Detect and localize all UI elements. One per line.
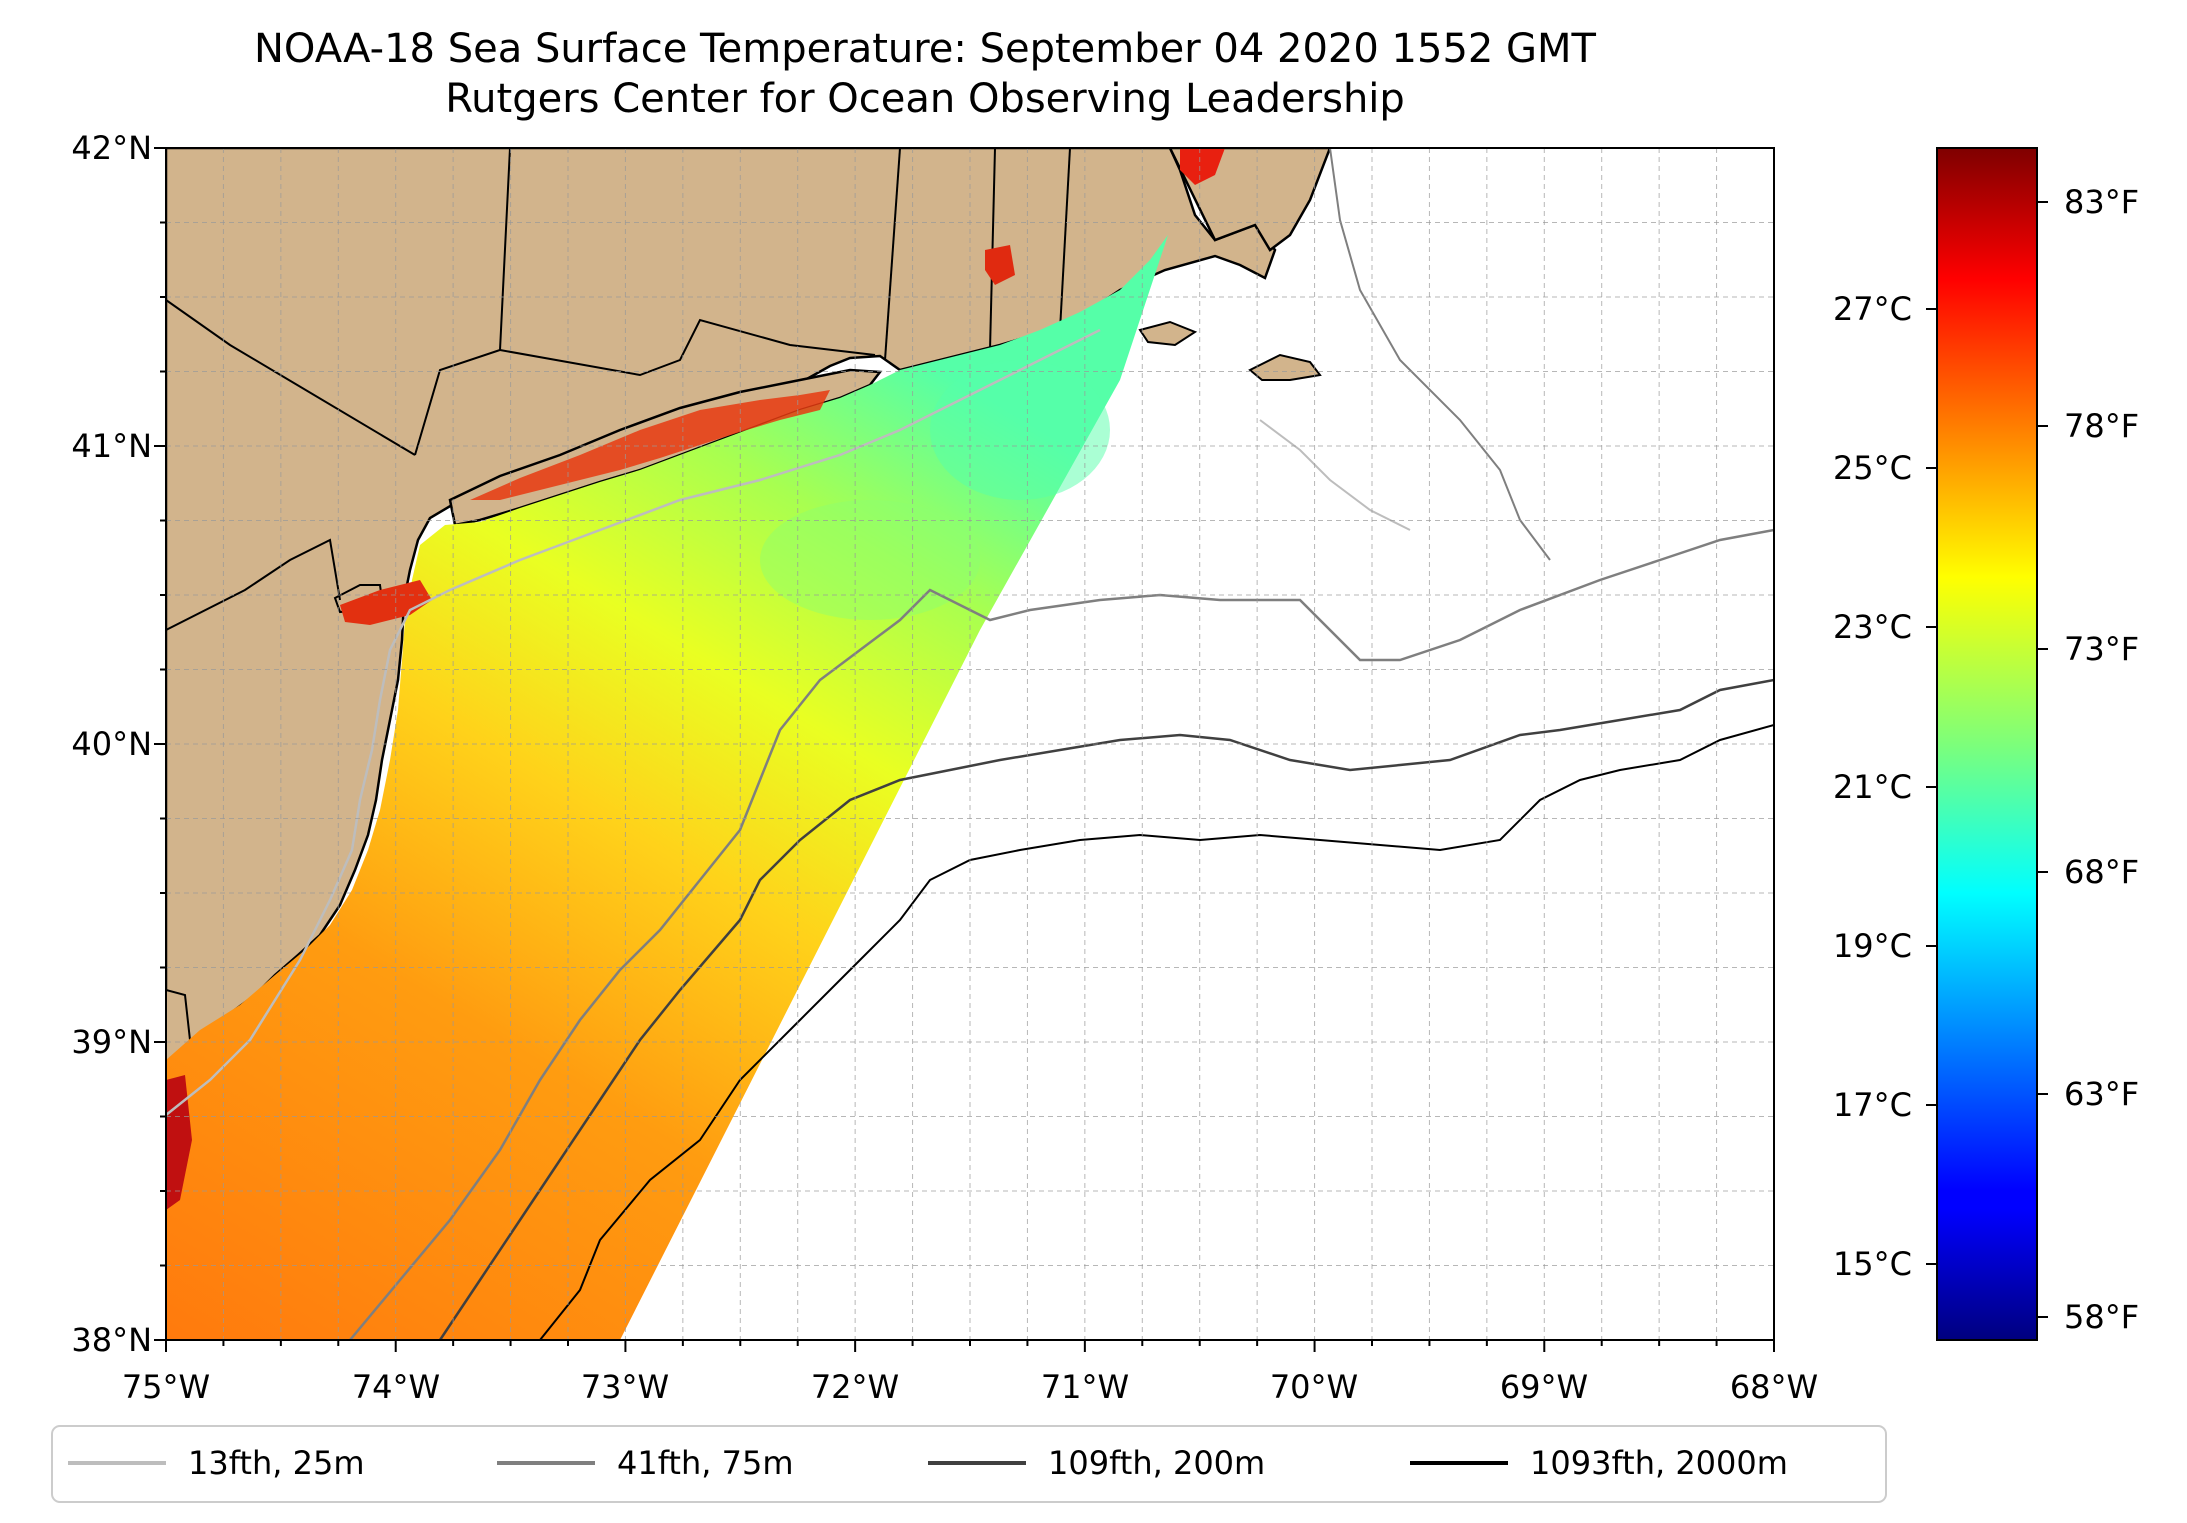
lon-tick-label: 68°W <box>1730 1368 1818 1406</box>
fahrenheit-tick-label: 83°F <box>2064 183 2139 221</box>
sst-warm-li-sound <box>470 390 830 500</box>
fahrenheit-tick-label: 78°F <box>2064 407 2139 445</box>
celsius-tick-label: 19°C <box>1833 927 1912 965</box>
sst-swath <box>166 235 1168 1340</box>
lon-tick-label: 69°W <box>1500 1368 1588 1406</box>
isobath-2000m <box>539 724 1774 1340</box>
colorbar-gradient <box>1936 147 2038 1341</box>
sst-warm-buzzards <box>1180 148 1225 185</box>
lon-tick-label: 71°W <box>1041 1368 1129 1406</box>
legend-label-2000m: 1093fth, 2000m <box>1530 1444 1788 1482</box>
fahrenheit-tick-label: 58°F <box>2064 1298 2139 1336</box>
sst-cool-patch <box>760 500 980 620</box>
isobath-25m-georges <box>1259 419 1411 531</box>
land-marthas-vineyard <box>1138 320 1198 347</box>
fahrenheit-tick-label: 63°F <box>2064 1075 2139 1113</box>
lat-tick-label: 39°N <box>71 1023 152 1061</box>
lon-labels: 75°W 74°W 73°W 72°W 71°W 70°W 69°W 68°W <box>122 1368 1818 1406</box>
legend-label-200m: 109fth, 200m <box>1048 1444 1265 1482</box>
celsius-tick-label: 25°C <box>1833 449 1912 487</box>
legend-label-75m: 41fth, 75m <box>617 1444 793 1482</box>
legend-label-25m: 13fth, 25m <box>188 1444 364 1482</box>
fahrenheit-tick-label: 68°F <box>2064 853 2139 891</box>
isobath-75m-gulf <box>1329 148 1551 561</box>
state-borders <box>166 148 1071 631</box>
isobaths <box>166 148 1774 1340</box>
celsius-tick-label: 15°C <box>1833 1245 1912 1283</box>
isobath-75m <box>349 528 1774 1340</box>
celsius-tick-label: 27°C <box>1833 290 1912 328</box>
celsius-tick-label: 23°C <box>1833 608 1912 646</box>
map-frame <box>165 147 1775 1341</box>
chart-title: NOAA-18 Sea Surface Temperature: Septemb… <box>0 24 1850 124</box>
colorbar-fahrenheit-ticks <box>2037 201 2048 1318</box>
title-line-2: Rutgers Center for Ocean Observing Leade… <box>445 76 1405 122</box>
map-content <box>166 148 1774 1340</box>
lat-tick-label: 40°N <box>71 725 152 763</box>
isobath-25m <box>166 328 1101 1116</box>
sst-cool-patch-2 <box>930 360 1110 500</box>
sst-warm-narragansett <box>985 245 1015 285</box>
lat-tick-label: 42°N <box>71 129 152 167</box>
isobath-legend: 13fth, 25m 41fth, 75m 109fth, 200m 1093f… <box>51 1425 1887 1503</box>
lon-tick-label: 74°W <box>352 1368 440 1406</box>
celsius-tick-label: 21°C <box>1833 768 1912 806</box>
colorbar-celsius-ticks <box>1926 308 1937 1265</box>
isobath-200m <box>438 678 1774 1340</box>
lon-tick-label: 70°W <box>1270 1368 1358 1406</box>
lat-tick-label: 38°N <box>71 1321 152 1359</box>
lon-tick-label: 75°W <box>122 1368 210 1406</box>
celsius-tick-label: 17°C <box>1833 1086 1912 1124</box>
lon-tick-label: 72°W <box>811 1368 899 1406</box>
lat-labels: 42°N 41°N 40°N 39°N 38°N <box>71 129 152 1359</box>
graticule <box>165 147 1775 1341</box>
land-nantucket <box>1248 353 1322 381</box>
fahrenheit-tick-label: 73°F <box>2064 630 2139 668</box>
lat-tick-label: 41°N <box>71 427 152 465</box>
lon-tick-label: 73°W <box>581 1368 669 1406</box>
title-line-1: NOAA-18 Sea Surface Temperature: Septemb… <box>254 26 1596 72</box>
colorbar: 27°C 25°C 23°C 21°C 19°C 17°C 15°C 83°F … <box>1833 147 2139 1341</box>
